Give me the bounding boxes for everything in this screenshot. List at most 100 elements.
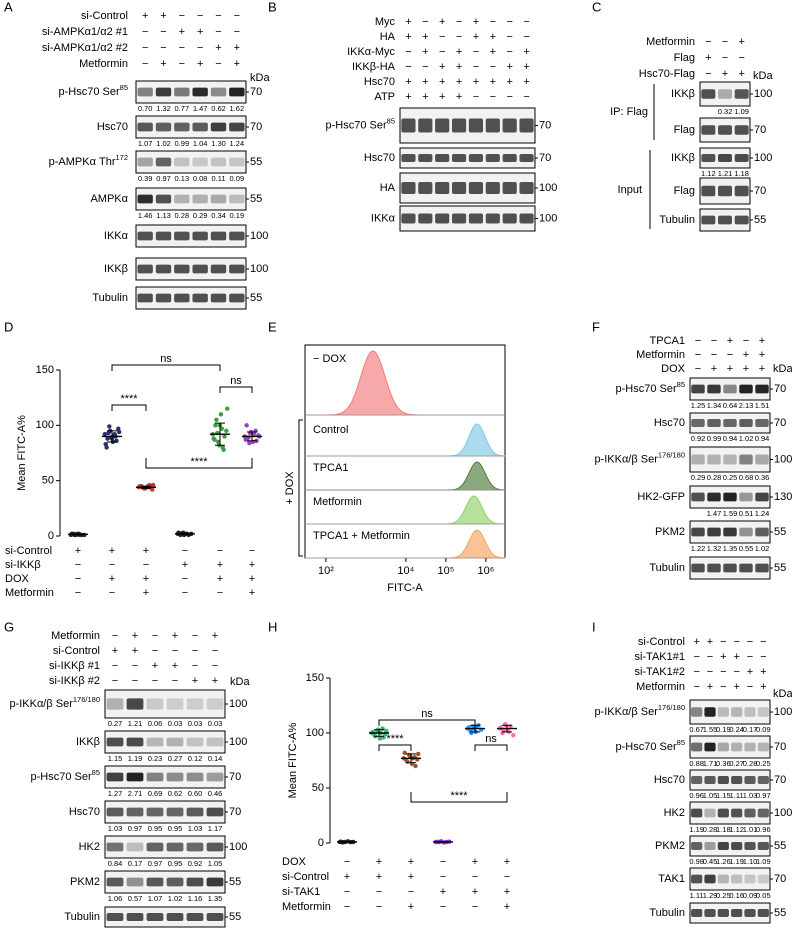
- quant-value: 0.34: [211, 211, 226, 220]
- kda-label: kDa: [230, 676, 250, 688]
- blot-name: p-AMPKα Thr: [49, 156, 116, 168]
- condition-sign: −: [182, 587, 188, 599]
- condition-label: DOX: [282, 856, 307, 868]
- data-point: [225, 406, 230, 411]
- condition-sign: −: [109, 587, 115, 599]
- condition-sign: +: [440, 886, 446, 898]
- quant-value: 0.96: [689, 791, 704, 800]
- condition-sign: −: [707, 651, 713, 663]
- band: [701, 154, 716, 162]
- band: [731, 842, 743, 850]
- quant-value: 0.03: [188, 719, 203, 728]
- blot-name: p-Hsc70 Ser: [59, 86, 120, 98]
- band: [468, 118, 484, 133]
- condition-sign: −: [705, 68, 711, 80]
- band: [137, 194, 153, 204]
- quant-value: 1.05: [703, 791, 718, 800]
- kda-value: 70: [754, 185, 766, 197]
- quant-value: 1.15: [108, 754, 123, 763]
- condition-sign: +: [759, 349, 765, 361]
- condition-sign: −: [182, 573, 188, 585]
- quant-value: 0.68: [739, 473, 754, 482]
- condition-sign: +: [217, 559, 223, 571]
- condition-sign: −: [422, 16, 428, 28]
- band: [229, 122, 245, 132]
- band: [718, 185, 732, 197]
- band: [206, 772, 224, 782]
- condition-sign: +: [707, 636, 713, 648]
- band: [210, 157, 227, 167]
- band: [210, 264, 227, 274]
- condition-sign: +: [759, 363, 765, 375]
- kda-value: 55: [229, 876, 241, 888]
- blot-label: Flag: [674, 124, 695, 136]
- quant-value: 1.59: [723, 509, 738, 518]
- quant-value: 1.10: [743, 857, 758, 866]
- band: [155, 194, 172, 204]
- condition-sign: −: [733, 666, 739, 678]
- quant-value: 0.28: [703, 825, 718, 834]
- band: [701, 89, 716, 99]
- band: [192, 194, 208, 204]
- quant-value: 0.70: [138, 104, 153, 113]
- condition-label: si-AMPKα1/α2 #1: [42, 26, 128, 38]
- quant-value: 1.71: [703, 759, 718, 768]
- kda-value: 70: [774, 774, 786, 786]
- quant-value: 0.03: [208, 719, 223, 728]
- quant-value: 0.67: [689, 725, 704, 734]
- quant-value: 0.94: [723, 434, 738, 443]
- band: [502, 182, 517, 194]
- quant-value: 0.36: [716, 759, 731, 768]
- blot-name: IKKα: [371, 212, 396, 224]
- band: [229, 194, 245, 204]
- condition-sign: +: [109, 545, 115, 557]
- condition-sign: −: [707, 666, 713, 678]
- blot-name: p-Hsc70 Ser: [326, 119, 387, 131]
- band: [210, 87, 227, 97]
- kda-value: 55: [229, 911, 241, 923]
- condition-sign: −: [693, 681, 699, 693]
- condition-sign: +: [711, 363, 717, 375]
- condition-sign: +: [439, 16, 445, 28]
- band: [418, 182, 433, 194]
- quant-value: 1.17: [208, 824, 223, 833]
- blot-name: HK2: [664, 807, 685, 819]
- blot-label: IKKα: [371, 212, 396, 224]
- quant-value: 0.45: [703, 857, 718, 866]
- condition-sign: +: [408, 901, 414, 913]
- band: [210, 231, 227, 241]
- condition-sign: −: [693, 666, 699, 678]
- quant-value: 2.13: [739, 401, 754, 410]
- condition-sign: +: [160, 58, 166, 70]
- quant-value: 1.15: [716, 791, 731, 800]
- condition-sign: +: [472, 886, 478, 898]
- blot-name: Tubulin: [92, 292, 128, 304]
- band: [502, 213, 517, 224]
- condition-sign: −: [109, 559, 115, 571]
- condition-sign: −: [152, 645, 158, 657]
- condition-sign: +: [456, 91, 462, 103]
- band: [174, 231, 190, 241]
- band: [126, 842, 144, 852]
- band: [707, 563, 721, 573]
- quant-value: 1.22: [691, 544, 706, 553]
- significance-label: ns: [485, 733, 497, 745]
- kda-value: 100: [774, 706, 792, 718]
- quant-value: 1.03: [188, 824, 203, 833]
- quant-value: 0.99: [707, 434, 722, 443]
- band: [717, 874, 729, 884]
- blot-label: PKM2: [655, 526, 685, 538]
- blot-name: Hsc70: [97, 121, 128, 133]
- quant-value: 1.35: [723, 544, 738, 553]
- blot-name: Tubulin: [649, 562, 685, 574]
- condition-sign: −: [172, 675, 178, 687]
- band: [717, 776, 729, 784]
- band: [106, 772, 124, 782]
- band: [146, 807, 164, 817]
- band: [744, 742, 756, 752]
- band: [126, 807, 144, 817]
- band: [206, 807, 224, 817]
- blot-label: Flag: [674, 185, 695, 197]
- band: [174, 157, 190, 167]
- quant-value: 0.16: [729, 891, 744, 900]
